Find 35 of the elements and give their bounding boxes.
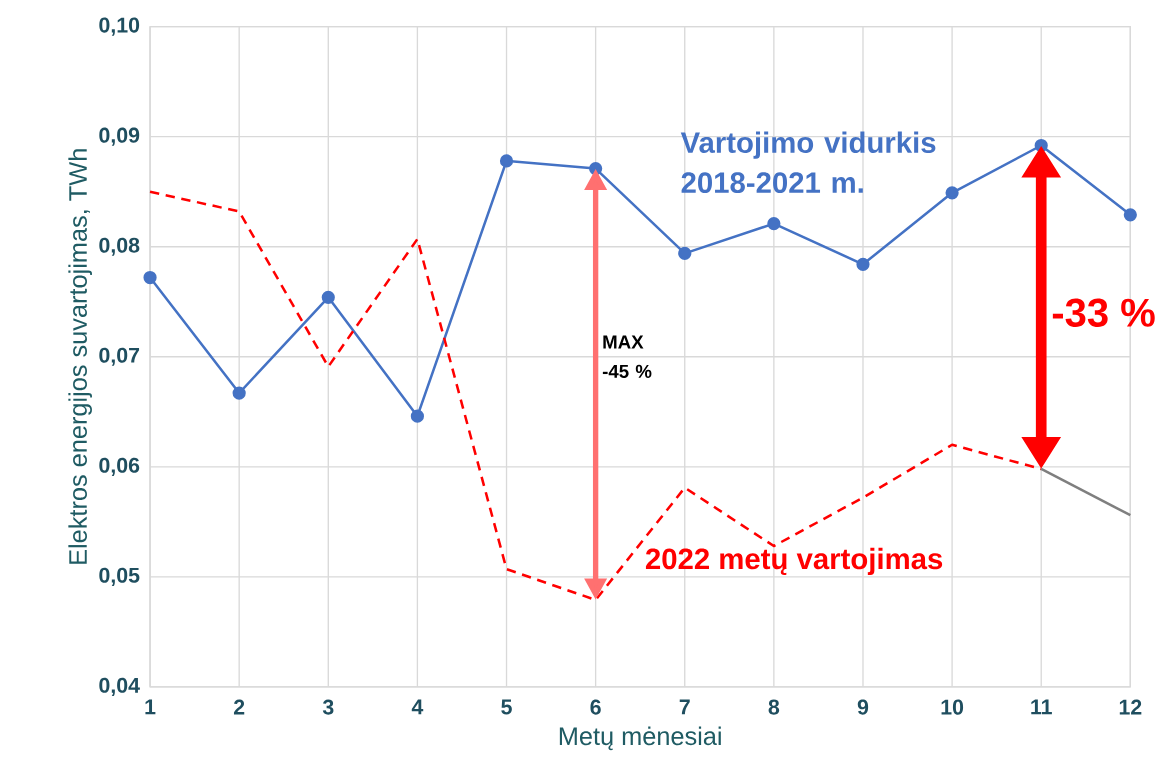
point bbox=[499, 154, 514, 168]
y-tick-label: 0,07 bbox=[99, 347, 140, 367]
point bbox=[232, 386, 246, 400]
point bbox=[143, 271, 157, 285]
x-tick-label: 7 bbox=[679, 699, 690, 715]
series-label: 2022 metų vartojimas bbox=[645, 547, 943, 576]
x-tick-label: 2 bbox=[233, 699, 245, 715]
series-label: Vartojimo vidurkis 2018-2021 m. bbox=[680, 131, 936, 194]
x-tick-label: 9 bbox=[857, 699, 869, 715]
x-axis-title: Metų mėnesiai bbox=[559, 726, 721, 751]
point bbox=[1123, 208, 1137, 222]
annotation: -33 % bbox=[1052, 298, 1155, 328]
y-tick-label: 0,06 bbox=[99, 457, 140, 477]
y-tick-label: 0,05 bbox=[99, 567, 140, 587]
y-tick-label: 0,10 bbox=[99, 17, 140, 36]
x-tick-label: 12 bbox=[1119, 699, 1142, 715]
x-tick-label: 1 bbox=[145, 699, 156, 715]
y-tick-label: 0,09 bbox=[99, 127, 140, 147]
annotation: MAX -45 % bbox=[602, 335, 652, 379]
x-tick-label: 5 bbox=[501, 699, 512, 715]
point bbox=[856, 257, 870, 272]
y-tick-label: 0,04 bbox=[99, 677, 140, 697]
point bbox=[678, 246, 692, 261]
x-tick-label: 4 bbox=[411, 699, 424, 715]
x-tick-label: 3 bbox=[322, 699, 334, 715]
point bbox=[767, 217, 781, 231]
x-tick-label: 8 bbox=[768, 699, 780, 715]
x-tick-label: 10 bbox=[941, 699, 964, 715]
x-tick-label: 6 bbox=[590, 699, 601, 715]
point bbox=[410, 409, 424, 423]
x-tick-label: 11 bbox=[1031, 699, 1052, 715]
point bbox=[321, 290, 335, 305]
point bbox=[945, 186, 959, 200]
y-tick-label: 0,08 bbox=[99, 237, 140, 257]
y-axis-title: Elektros energijos suvartojimas, TWh bbox=[68, 149, 92, 565]
